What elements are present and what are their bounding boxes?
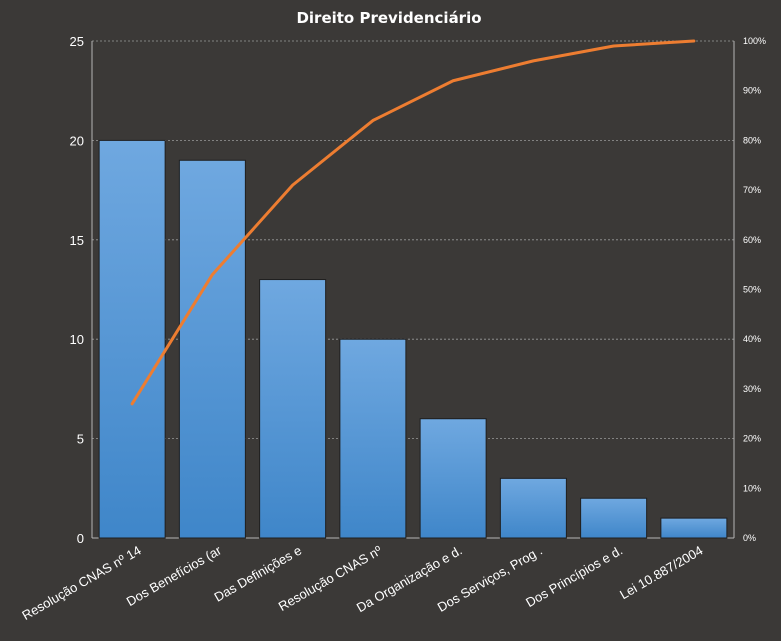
y2-tick-9: 90%	[743, 86, 761, 96]
y2-tick-0: 0%	[743, 533, 756, 543]
y2-tick-10: 100%	[743, 36, 766, 46]
bar-2	[259, 279, 327, 539]
bars	[98, 139, 728, 539]
y-tick-3: 15	[70, 233, 84, 248]
bar-6	[580, 497, 648, 539]
y-tick-1: 5	[77, 432, 84, 447]
bar-5	[499, 477, 567, 539]
y2-tick-6: 60%	[743, 235, 761, 245]
y-tick-5: 25	[70, 34, 84, 49]
x-tick-0: Resolução CNAS nº 14	[19, 543, 143, 623]
bar-4	[419, 418, 487, 539]
bar-0	[98, 139, 166, 539]
cumulative-percent-line	[130, 39, 696, 406]
y2-tick-3: 30%	[743, 384, 761, 394]
y-axis-ticks: 0 5 10 15 20 25	[70, 34, 84, 546]
bar-1	[178, 159, 246, 539]
y2-tick-7: 70%	[743, 185, 761, 195]
cumulative-line	[130, 39, 696, 406]
y2-tick-2: 20%	[743, 434, 761, 444]
y-tick-2: 10	[70, 332, 84, 347]
bar-3	[339, 338, 407, 539]
y2-tick-5: 50%	[743, 285, 761, 295]
y-tick-0: 0	[77, 531, 84, 546]
x-tick-7: Lei 10.887/2004	[617, 543, 705, 603]
y2-tick-8: 80%	[743, 135, 761, 145]
y2-tick-1: 10%	[743, 483, 761, 493]
secondary-y-axis-ticks: 0% 10% 20% 30% 40% 50% 60% 70% 80% 90% 100%	[743, 36, 766, 543]
y2-tick-4: 40%	[743, 334, 761, 344]
y-tick-4: 20	[70, 133, 84, 148]
gridlines	[92, 40, 734, 440]
bar-7	[660, 517, 728, 539]
chart-title: Direito Previdenciário	[296, 9, 481, 27]
